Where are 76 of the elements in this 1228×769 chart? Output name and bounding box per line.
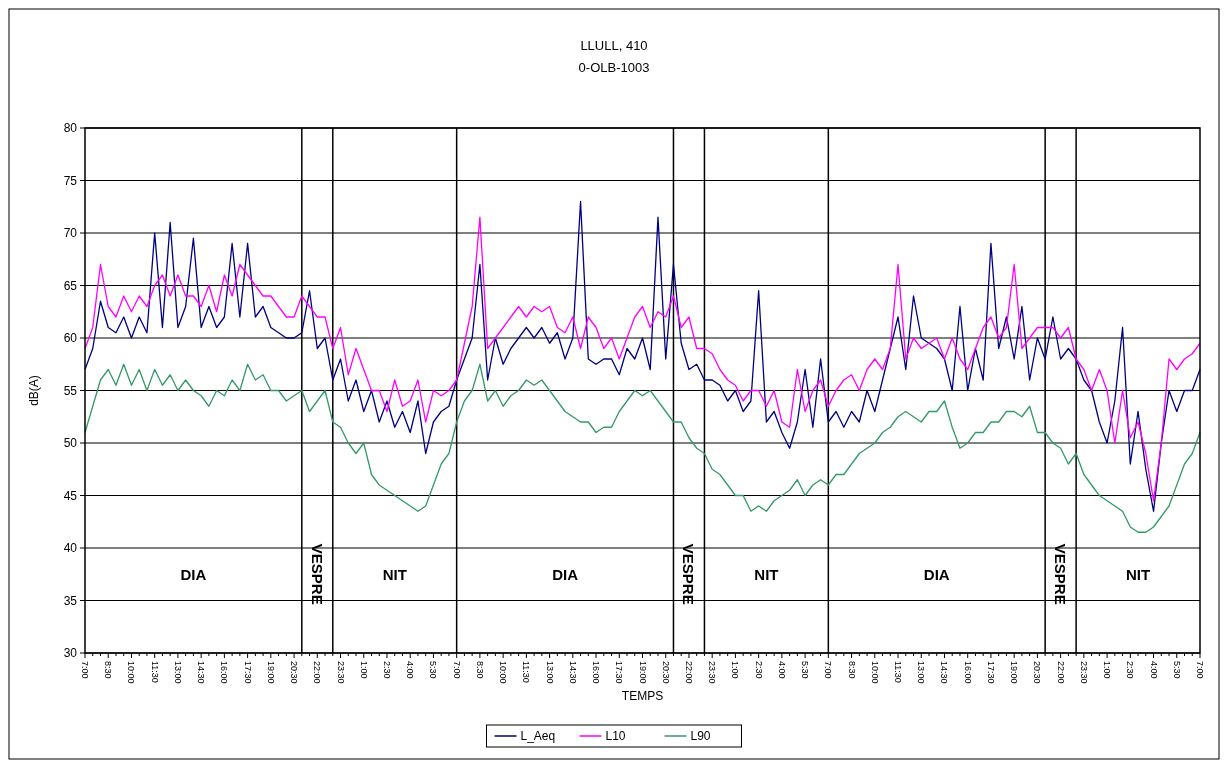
x-tick-label: 5:30 (428, 661, 439, 679)
annotation: NIT (754, 565, 779, 583)
x-tick-label: 22:00 (1055, 661, 1066, 684)
x-tick-label: 16:00 (591, 661, 602, 684)
x-tick-label: 13:00 (544, 661, 555, 684)
x-tick-label: 17:30 (985, 661, 996, 684)
x-tick-label: 11:30 (521, 661, 532, 683)
annotation: NIT (1125, 565, 1151, 583)
y-tick-label: 50 (63, 436, 78, 450)
x-tick-label: 2:30 (381, 661, 392, 679)
x-tick-label: 17:30 (242, 661, 253, 684)
x-tick-label: 2:30 (753, 661, 764, 679)
x-tick-label: 19:00 (265, 661, 276, 684)
x-tick-label: 2:30 (1125, 661, 1136, 679)
annotation: VESPRE (308, 543, 326, 605)
annotation: DIA (923, 565, 950, 583)
x-tick-label: 20:30 (660, 661, 671, 684)
legend-label: L_Aeq (520, 729, 556, 743)
x-tick-label: 22:00 (312, 661, 323, 684)
x-tick-label: 23:30 (1078, 661, 1089, 684)
chart-title: LLULL, 410 (580, 38, 648, 53)
x-axis-title: TEMPS (621, 689, 664, 703)
x-tick-label: 1:00 (1102, 661, 1113, 679)
legend-label: L90 (690, 729, 711, 743)
y-tick-label: 65 (63, 278, 78, 293)
x-tick-label: 10:00 (869, 661, 880, 684)
x-tick-label: 13:00 (172, 661, 183, 684)
x-tick-label: 22:00 (683, 661, 694, 684)
x-tick-label: 4:00 (405, 661, 416, 679)
x-tick-label: 11:30 (149, 661, 160, 683)
x-tick-label: 20:30 (289, 661, 300, 684)
x-tick-label: 4:00 (776, 661, 787, 679)
x-tick-label: 10:00 (126, 661, 137, 684)
x-tick-label: 14:30 (939, 661, 950, 684)
y-tick-label: 45 (63, 488, 78, 503)
chart-subtitle: 0-OLB-1003 (578, 60, 650, 75)
x-tick-label: 7:00 (451, 661, 462, 679)
y-tick-label: 75 (63, 173, 78, 188)
annotation: DIA (180, 565, 207, 583)
y-tick-label: 55 (63, 383, 78, 398)
x-tick-label: 5:30 (1171, 661, 1182, 679)
x-tick-label: 5:30 (800, 661, 811, 679)
x-tick-label: 7:00 (80, 661, 90, 679)
x-tick-label: 17:30 (614, 661, 625, 684)
x-tick-label: 7:00 (823, 661, 834, 679)
x-tick-label: 7:00 (1195, 661, 1205, 679)
x-tick-label: 13:00 (916, 661, 927, 684)
y-axis-title: dB(A) (27, 375, 41, 406)
x-tick-label: 4:00 (1148, 661, 1159, 679)
x-tick-label: 1:00 (358, 661, 369, 679)
legend-label: L10 (605, 729, 626, 743)
x-tick-label: 14:30 (567, 661, 578, 684)
annotation: DIA (552, 565, 579, 583)
y-tick-label: 30 (63, 646, 78, 660)
y-tick-label: 40 (63, 541, 78, 555)
x-tick-label: 23:30 (335, 661, 346, 684)
annotation: NIT (382, 565, 407, 583)
annotation: VESPRE (680, 543, 698, 605)
x-tick-label: 8:30 (846, 661, 857, 679)
x-tick-label: 23:30 (707, 661, 718, 684)
x-tick-label: 19:00 (637, 661, 648, 684)
y-tick-label: 70 (63, 226, 78, 240)
x-tick-label: 1:00 (730, 661, 741, 679)
x-tick-label: 10:00 (498, 661, 509, 684)
x-tick-label: 8:30 (474, 661, 485, 679)
x-tick-label: 19:00 (1009, 661, 1020, 684)
annotation: VESPRE (1052, 543, 1070, 605)
x-tick-label: 16:00 (962, 661, 973, 684)
y-tick-label: 35 (63, 593, 78, 608)
x-tick-label: 11:30 (893, 661, 904, 683)
y-tick-label: 60 (63, 331, 78, 345)
x-tick-label: 14:30 (196, 661, 207, 684)
x-tick-label: 8:30 (103, 661, 114, 679)
x-tick-label: 20:30 (1032, 661, 1043, 684)
y-tick-label: 80 (63, 121, 78, 135)
x-tick-label: 16:00 (219, 661, 230, 684)
